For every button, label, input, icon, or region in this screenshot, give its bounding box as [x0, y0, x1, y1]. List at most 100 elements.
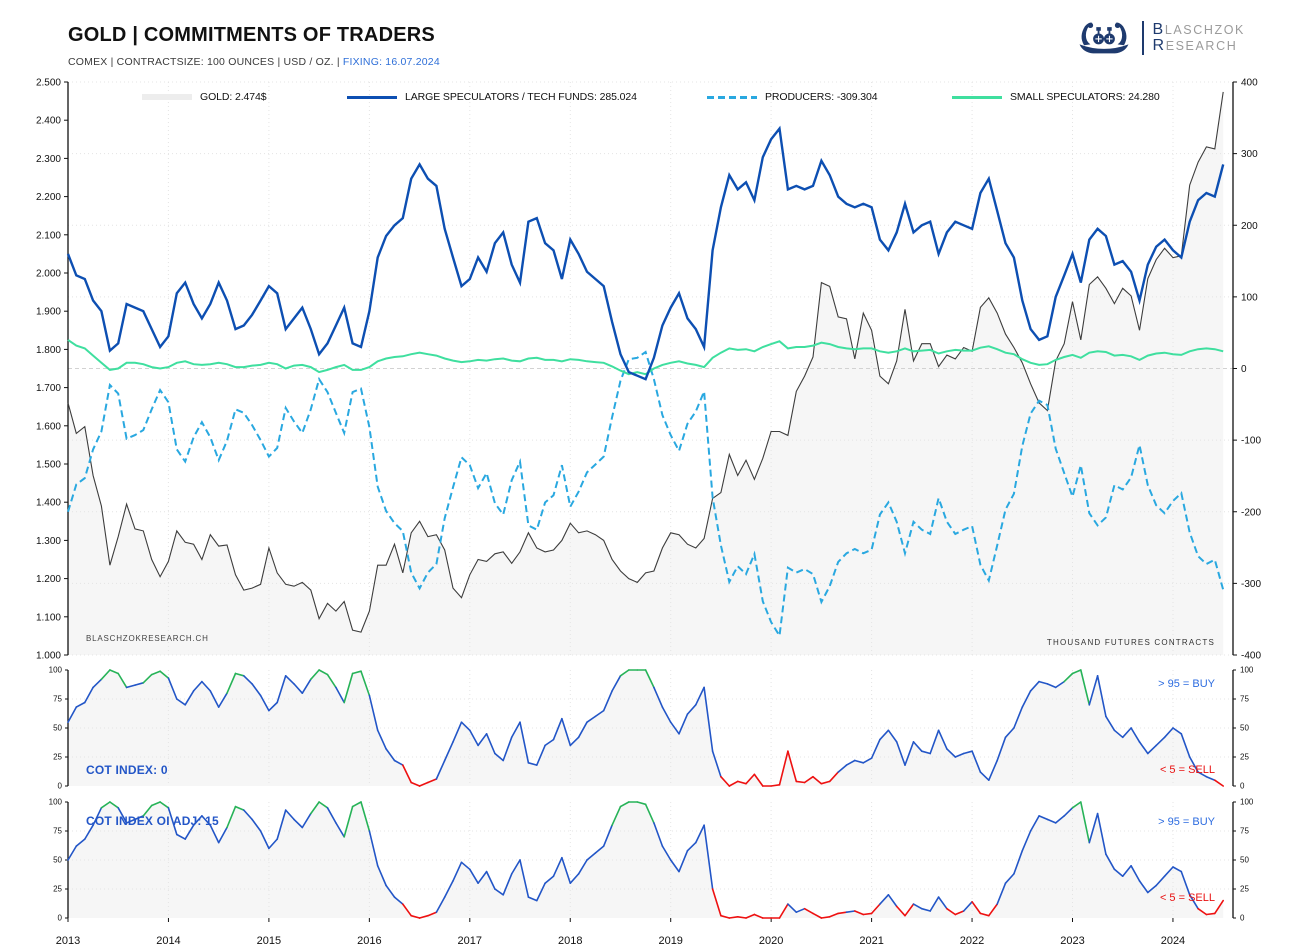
svg-text:1.500: 1.500	[36, 460, 61, 471]
cot-area-fill-1	[68, 802, 1224, 918]
svg-text:-300: -300	[1241, 579, 1261, 590]
svg-text:1.700: 1.700	[36, 383, 61, 394]
svg-text:0: 0	[58, 914, 63, 923]
legend-label-producers: PRODUCERS: -309.304	[765, 91, 878, 103]
logo-rest-1: LASCHZOK	[1164, 23, 1245, 37]
svg-text:1.400: 1.400	[36, 498, 61, 509]
svg-text:25: 25	[1240, 885, 1249, 894]
svg-text:100: 100	[49, 798, 63, 807]
svg-text:2023: 2023	[1060, 935, 1084, 947]
svg-text:2015: 2015	[257, 935, 281, 947]
svg-text:100: 100	[1240, 666, 1254, 675]
svg-text:2.200: 2.200	[36, 192, 61, 203]
svg-text:-200: -200	[1241, 507, 1261, 518]
svg-text:2024: 2024	[1161, 935, 1185, 947]
svg-text:75: 75	[1240, 695, 1249, 704]
main-series	[66, 91, 1225, 639]
legend-label-large-speculators: LARGE SPECULATORS / TECH FUNDS: 285.024	[405, 91, 637, 103]
series-producers-line	[67, 350, 1225, 639]
svg-text:2016: 2016	[357, 935, 381, 947]
cot-index-buy-threshold: > 95 = BUY	[1158, 678, 1215, 690]
svg-text:2014: 2014	[156, 935, 180, 947]
series-gold-line	[67, 91, 1224, 633]
right-axis-unit-label: THOUSAND FUTURES CONTRACTS	[1046, 638, 1215, 647]
svg-text:25: 25	[53, 753, 62, 762]
svg-text:0: 0	[1240, 782, 1245, 791]
logo-initial-1: B	[1152, 21, 1165, 38]
cot-index-line-0	[67, 669, 1224, 787]
legend-label-small-speculators: SMALL SPECULATORS: 24.280	[1010, 91, 1160, 103]
svg-text:1.100: 1.100	[36, 612, 61, 623]
svg-text:100: 100	[49, 666, 63, 675]
subtitle: COMEX | CONTRACTSIZE: 100 OUNCES | USD /…	[68, 56, 440, 68]
logo-rest-2: ESEARCH	[1165, 39, 1238, 53]
area-fills	[68, 91, 1224, 918]
svg-text:50: 50	[53, 856, 62, 865]
cot-index-line-1	[67, 801, 1224, 919]
svg-text:0: 0	[1241, 364, 1247, 375]
gold-swatch	[142, 94, 192, 100]
svg-text:2.400: 2.400	[36, 116, 61, 127]
small-speculators-swatch	[952, 95, 1002, 99]
svg-text:75: 75	[53, 827, 62, 836]
watermark-site: BLASCHZOKRESEARCH.CH	[86, 634, 209, 643]
legend-item-small-speculators: SMALL SPECULATORS: 24.280	[952, 90, 1160, 104]
producers-swatch	[707, 95, 757, 99]
svg-text:2019: 2019	[658, 935, 682, 947]
series-small-speculators-line	[67, 339, 1224, 376]
viking-ship-icon	[1079, 22, 1128, 54]
svg-text:2.300: 2.300	[36, 154, 61, 165]
logo-wordmark: BLASCHZOK RESEARCH	[1153, 22, 1245, 54]
svg-text:-400: -400	[1241, 651, 1261, 662]
svg-text:2.000: 2.000	[36, 269, 61, 280]
cot-area-fill-0	[68, 670, 1224, 786]
svg-text:2.500: 2.500	[36, 78, 61, 89]
svg-text:50: 50	[53, 724, 62, 733]
large-speculators-swatch	[347, 95, 397, 99]
svg-text:50: 50	[1240, 856, 1249, 865]
cot-index-oi-adj-sell-threshold: < 5 = SELL	[1159, 892, 1215, 904]
cot-index-sell-threshold: < 5 = SELL	[1159, 764, 1215, 776]
page-title: GOLD | COMMITMENTS OF TRADERS	[68, 24, 435, 46]
svg-text:1.600: 1.600	[36, 421, 61, 432]
subtitle-fixing: FIXING: 16.07.2024	[342, 56, 440, 68]
svg-text:1.200: 1.200	[36, 574, 61, 585]
cot-index-oi-adj-buy-threshold: > 95 = BUY	[1158, 816, 1215, 828]
svg-text:2.100: 2.100	[36, 230, 61, 241]
svg-text:25: 25	[1240, 753, 1249, 762]
cot-index-oi-adj-label: COT INDEX OI ADJ: 15	[86, 814, 219, 828]
svg-text:2021: 2021	[859, 935, 883, 947]
svg-text:75: 75	[1240, 827, 1249, 836]
svg-text:1.000: 1.000	[36, 651, 61, 662]
axes: 2.500 2.400 2.300 2.200 2.100 2.000 1.900 1.800…	[36, 78, 1261, 948]
svg-text:1.800: 1.800	[36, 345, 61, 356]
legend-item-producers: PRODUCERS: -309.304	[707, 90, 878, 104]
svg-text:2013: 2013	[56, 935, 80, 947]
svg-text:75: 75	[53, 695, 62, 704]
svg-text:25: 25	[53, 885, 62, 894]
svg-text:400: 400	[1241, 78, 1258, 89]
svg-text:-100: -100	[1241, 436, 1261, 447]
logo: BLASCHZOK RESEARCH	[1075, 18, 1245, 58]
series-large-speculators-line	[66, 125, 1225, 381]
svg-text:2018: 2018	[558, 935, 582, 947]
subtitle-plain: COMEX | CONTRACTSIZE: 100 OUNCES | USD /…	[68, 56, 343, 68]
svg-text:2017: 2017	[458, 935, 482, 947]
svg-text:1.900: 1.900	[36, 307, 61, 318]
svg-text:300: 300	[1241, 149, 1258, 160]
logo-initial-2: R	[1152, 37, 1166, 54]
svg-text:200: 200	[1241, 221, 1258, 232]
legend-item-large-speculators: LARGE SPECULATORS / TECH FUNDS: 285.024	[347, 90, 637, 104]
cot-index-label: COT INDEX: 0	[86, 763, 168, 777]
svg-text:2020: 2020	[759, 935, 783, 947]
svg-text:0: 0	[1240, 914, 1245, 923]
svg-text:100: 100	[1240, 798, 1254, 807]
logo-separator	[1141, 21, 1144, 55]
svg-text:2022: 2022	[960, 935, 984, 947]
legend-label-gold: GOLD: 2.474$	[200, 91, 267, 103]
svg-text:100: 100	[1241, 292, 1258, 303]
svg-text:1.300: 1.300	[36, 536, 61, 547]
legend-item-gold: GOLD: 2.474$	[142, 90, 267, 104]
